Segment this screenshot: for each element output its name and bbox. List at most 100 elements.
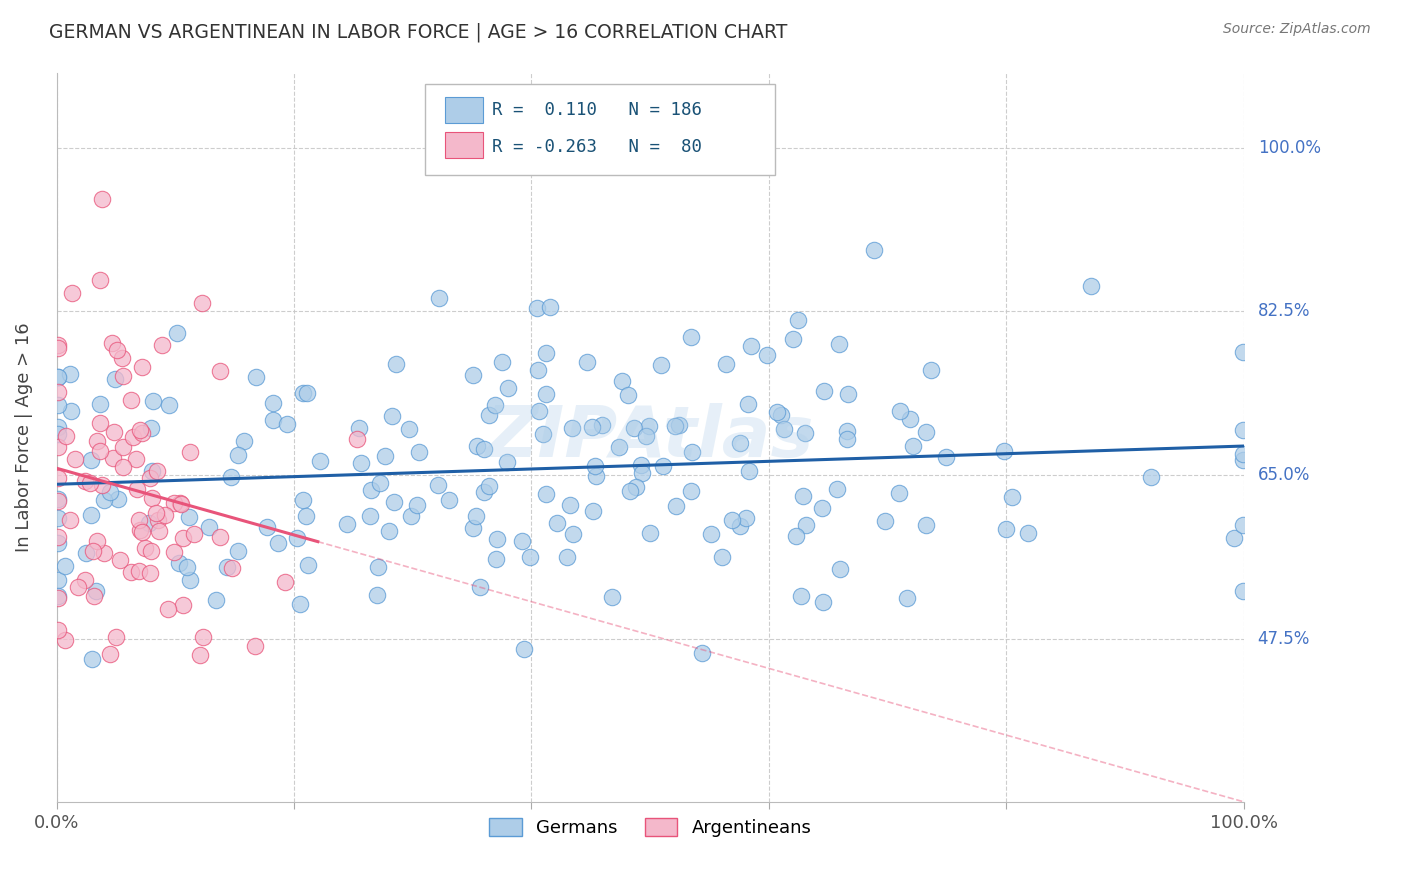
Point bbox=[204, 593, 226, 607]
Point bbox=[837, 386, 859, 401]
Point bbox=[336, 516, 359, 531]
Point bbox=[794, 517, 817, 532]
Point bbox=[399, 509, 422, 524]
Point bbox=[461, 368, 484, 382]
Point bbox=[110, 351, 132, 366]
Point bbox=[226, 544, 249, 558]
Point bbox=[651, 458, 673, 473]
Point bbox=[681, 445, 703, 459]
Point bbox=[527, 404, 550, 418]
Point bbox=[82, 544, 104, 558]
Point bbox=[485, 532, 508, 546]
Point bbox=[787, 313, 810, 327]
Point bbox=[679, 330, 702, 344]
Point bbox=[233, 434, 256, 449]
Point bbox=[830, 562, 852, 576]
Point bbox=[491, 354, 513, 368]
Point bbox=[191, 630, 214, 644]
Point bbox=[98, 647, 121, 661]
Point bbox=[53, 633, 76, 648]
Point bbox=[714, 357, 737, 371]
Point bbox=[426, 478, 449, 492]
Point bbox=[1001, 490, 1024, 504]
Point bbox=[145, 506, 167, 520]
Point bbox=[828, 337, 851, 351]
Point bbox=[150, 337, 173, 351]
Point bbox=[993, 443, 1015, 458]
Point bbox=[513, 642, 536, 657]
Point bbox=[681, 484, 703, 499]
Point bbox=[793, 425, 815, 440]
Point bbox=[139, 544, 162, 558]
Point bbox=[755, 348, 778, 362]
Point bbox=[1223, 531, 1246, 545]
Point bbox=[139, 471, 162, 485]
Point bbox=[93, 492, 115, 507]
Point bbox=[221, 469, 243, 483]
Point bbox=[141, 421, 163, 435]
Text: ZIPAtlas: ZIPAtlas bbox=[486, 403, 814, 472]
Point bbox=[46, 471, 69, 485]
Point bbox=[720, 513, 742, 527]
Point bbox=[837, 424, 859, 438]
Text: GERMAN VS ARGENTINEAN IN LABOR FORCE | AGE > 16 CORRELATION CHART: GERMAN VS ARGENTINEAN IN LABOR FORCE | A… bbox=[49, 22, 787, 42]
Text: R = -0.263   N =  80: R = -0.263 N = 80 bbox=[492, 137, 703, 155]
Point bbox=[728, 519, 751, 533]
Point bbox=[111, 460, 134, 475]
Point bbox=[887, 486, 910, 500]
Point bbox=[581, 420, 603, 434]
Point bbox=[591, 418, 613, 433]
Point bbox=[360, 483, 382, 498]
Point bbox=[121, 430, 143, 444]
Point bbox=[889, 403, 911, 417]
Point bbox=[700, 527, 723, 541]
Point bbox=[735, 511, 758, 525]
Point bbox=[129, 423, 152, 437]
Point bbox=[288, 597, 311, 611]
Point bbox=[104, 372, 127, 386]
Point bbox=[59, 367, 82, 381]
Point bbox=[630, 458, 652, 472]
Point bbox=[262, 413, 284, 427]
Point bbox=[128, 564, 150, 578]
Point bbox=[215, 560, 238, 574]
Point bbox=[131, 425, 153, 440]
Point bbox=[898, 411, 921, 425]
Point bbox=[190, 295, 212, 310]
Point bbox=[169, 496, 191, 510]
Point bbox=[183, 527, 205, 541]
Point bbox=[148, 524, 170, 538]
Point bbox=[86, 434, 108, 449]
Text: 65.0%: 65.0% bbox=[1258, 466, 1310, 484]
Point bbox=[82, 652, 104, 666]
Point bbox=[172, 531, 194, 545]
Point bbox=[837, 432, 859, 446]
Point bbox=[83, 589, 105, 603]
Point bbox=[583, 459, 606, 474]
Point bbox=[381, 409, 404, 423]
Point bbox=[93, 546, 115, 560]
Point bbox=[111, 369, 134, 384]
Point bbox=[46, 623, 69, 637]
Point bbox=[710, 550, 733, 565]
Point bbox=[157, 602, 180, 616]
Point bbox=[292, 492, 315, 507]
Y-axis label: In Labor Force | Age > 16: In Labor Force | Age > 16 bbox=[15, 323, 32, 552]
Point bbox=[262, 395, 284, 409]
Point bbox=[105, 630, 128, 644]
Point bbox=[347, 421, 370, 435]
Point bbox=[90, 478, 112, 492]
Point bbox=[59, 513, 82, 527]
Point bbox=[79, 475, 101, 490]
Point bbox=[637, 419, 659, 434]
Point bbox=[276, 417, 298, 431]
Point bbox=[378, 524, 401, 538]
Point bbox=[131, 524, 153, 539]
Point bbox=[561, 527, 583, 541]
Point bbox=[474, 442, 496, 456]
Point bbox=[531, 427, 554, 442]
Point bbox=[111, 440, 134, 454]
Point bbox=[484, 398, 506, 412]
Point bbox=[464, 509, 486, 524]
Point bbox=[91, 192, 114, 206]
